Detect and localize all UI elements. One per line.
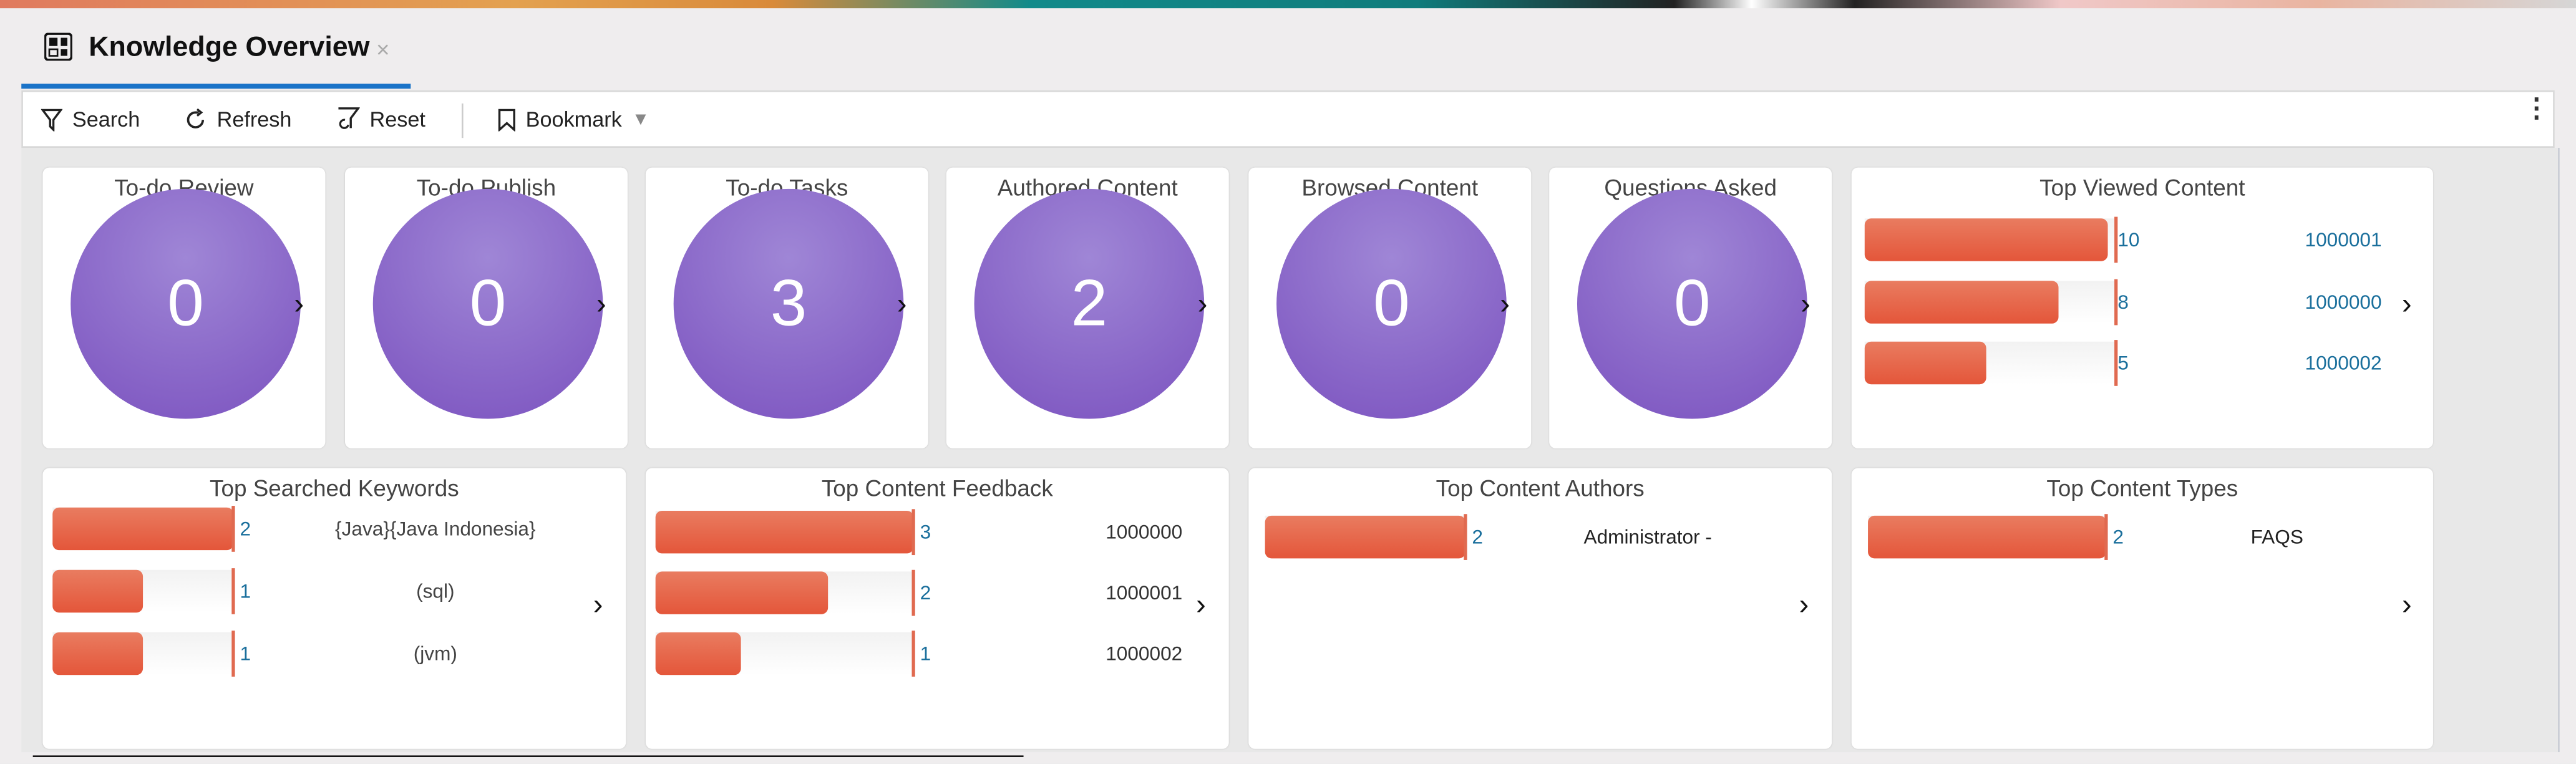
counter-value[interactable]: 0: [1577, 188, 1807, 419]
counter-value[interactable]: 2: [974, 188, 1205, 419]
counter-value[interactable]: 0: [1276, 188, 1507, 419]
card-title: Top Searched Keywords: [210, 475, 459, 501]
chevron-right-icon[interactable]: ›: [294, 287, 304, 321]
top-types-card: Top Content Types 2 FAQS ›: [1851, 468, 2433, 749]
filter-icon: [41, 108, 63, 131]
bar-value: 2: [920, 581, 931, 605]
bar-label[interactable]: 1000001: [2305, 228, 2382, 251]
bookmark-icon: [498, 108, 515, 131]
bar-end-line: [231, 506, 235, 552]
reset-filter-icon: [338, 107, 360, 129]
bar-label[interactable]: Administrator -: [1583, 525, 1712, 549]
search-label: Search: [72, 107, 140, 132]
bar-value: 3: [920, 520, 931, 544]
card-title: Top Content Authors: [1436, 475, 1645, 501]
bar-end-line: [911, 509, 915, 556]
bar[interactable]: [52, 632, 143, 675]
bar-label[interactable]: (jvm): [413, 642, 457, 665]
close-tab-icon[interactable]: ×: [376, 36, 390, 63]
bar-end-line: [231, 631, 235, 677]
bar[interactable]: [1864, 341, 1986, 385]
bar-value: 10: [2117, 228, 2140, 251]
chevron-right-icon[interactable]: ›: [1801, 287, 1810, 321]
divider: [32, 755, 1024, 757]
bar-end-line: [1464, 514, 1467, 560]
bar[interactable]: [52, 507, 233, 551]
dashboard-icon: [44, 32, 72, 61]
counter-card[interactable]: Authored Content 2 ›: [946, 167, 1229, 448]
bar-end-line: [2114, 340, 2118, 386]
card-title: Top Viewed Content: [2039, 174, 2245, 201]
counter-card[interactable]: To-do Tasks 3 ›: [645, 167, 928, 448]
bar-end-line: [231, 568, 235, 614]
chevron-right-icon[interactable]: ›: [1197, 287, 1208, 321]
bar-end-line: [2114, 216, 2118, 263]
chevron-right-icon[interactable]: ›: [1500, 287, 1510, 321]
counter-value[interactable]: 0: [372, 188, 603, 419]
bar-value: 1: [920, 642, 931, 665]
caret-down-icon: ▼: [631, 109, 650, 129]
card-title: Top Content Feedback: [821, 475, 1053, 501]
bar-value: 8: [2117, 291, 2129, 314]
bookmark-button[interactable]: Bookmark ▼: [498, 107, 650, 132]
chevron-right-icon[interactable]: ›: [1196, 588, 1206, 621]
chevron-right-icon[interactable]: ›: [2401, 588, 2412, 621]
bar-end-line: [2114, 279, 2118, 326]
refresh-button[interactable]: Refresh: [184, 107, 292, 132]
bar-value: 2: [2112, 525, 2124, 549]
refresh-label: Refresh: [216, 107, 292, 132]
bar[interactable]: [655, 510, 914, 554]
bar[interactable]: [1864, 281, 2059, 324]
bar-end-line: [2104, 514, 2108, 560]
bar-label[interactable]: 1000000: [1106, 520, 1183, 544]
bookmark-label: Bookmark: [525, 107, 622, 132]
chevron-right-icon[interactable]: ›: [593, 588, 603, 621]
chevron-right-icon[interactable]: ›: [596, 287, 606, 321]
bar-label[interactable]: 1000001: [1106, 581, 1183, 605]
counter-card[interactable]: To-do Review 0 ›: [42, 167, 326, 448]
bar-label[interactable]: 1000000: [2305, 291, 2382, 314]
card-title: Top Content Types: [2046, 475, 2238, 501]
active-tab-indicator: [21, 84, 411, 89]
tab-knowledge-overview[interactable]: Knowledge Overview: [89, 31, 370, 63]
search-button[interactable]: Search: [41, 107, 140, 132]
reset-button[interactable]: Reset: [337, 107, 425, 132]
bar-label[interactable]: 1000002: [1106, 642, 1183, 665]
chevron-right-icon[interactable]: ›: [2401, 287, 2412, 321]
bar-label[interactable]: {Java}{Java Indonesia}: [335, 517, 536, 541]
counter-card[interactable]: To-do Publish 0 ›: [344, 167, 628, 448]
bar[interactable]: [655, 632, 742, 675]
bar[interactable]: [1864, 218, 2108, 261]
bar-label[interactable]: FAQS: [2250, 525, 2303, 549]
bar[interactable]: [1868, 515, 2106, 559]
bar-end-line: [911, 631, 915, 677]
counter-value[interactable]: 3: [673, 188, 904, 419]
counter-card[interactable]: Questions Asked 0 ›: [1549, 167, 1832, 448]
bar-value: 1: [240, 579, 251, 603]
bar-end-line: [911, 569, 915, 616]
bar-value: 1: [240, 642, 251, 665]
bar-label[interactable]: 1000002: [2305, 351, 2382, 375]
counter-card[interactable]: Browsed Content 0 ›: [1248, 167, 1532, 448]
bar[interactable]: [655, 571, 828, 614]
bar-label[interactable]: (sql): [416, 579, 455, 603]
top-searched-card: Top Searched Keywords 2 {Java}{Java Indone…: [42, 468, 626, 749]
top-feedback-card: Top Content Feedback 3 1000000 2 1000001 1 100…: [645, 468, 1229, 749]
chevron-right-icon[interactable]: ›: [897, 287, 907, 321]
bar[interactable]: [52, 569, 143, 613]
counter-value[interactable]: 0: [70, 188, 301, 419]
bar[interactable]: [1265, 515, 1465, 559]
toolbar-divider: [461, 103, 464, 138]
top-authors-card: Top Content Authors 2 Administrator - ›: [1248, 468, 1832, 749]
banner-strip: [0, 0, 2576, 9]
chevron-right-icon[interactable]: ›: [1799, 588, 1809, 621]
reset-label: Reset: [369, 107, 425, 132]
toolbar: Search Refresh Reset Bookmark ▼ ⋮: [21, 90, 2555, 148]
bar-value: 5: [2117, 351, 2129, 375]
refresh-icon: [187, 107, 205, 128]
top-viewed-card: Top Viewed Content 10 1000001 8 1000000 5 1000…: [1851, 167, 2433, 448]
bar-value: 2: [1472, 525, 1484, 549]
bar-value: 2: [240, 517, 251, 541]
more-options-icon[interactable]: ⋮: [2523, 95, 2550, 123]
